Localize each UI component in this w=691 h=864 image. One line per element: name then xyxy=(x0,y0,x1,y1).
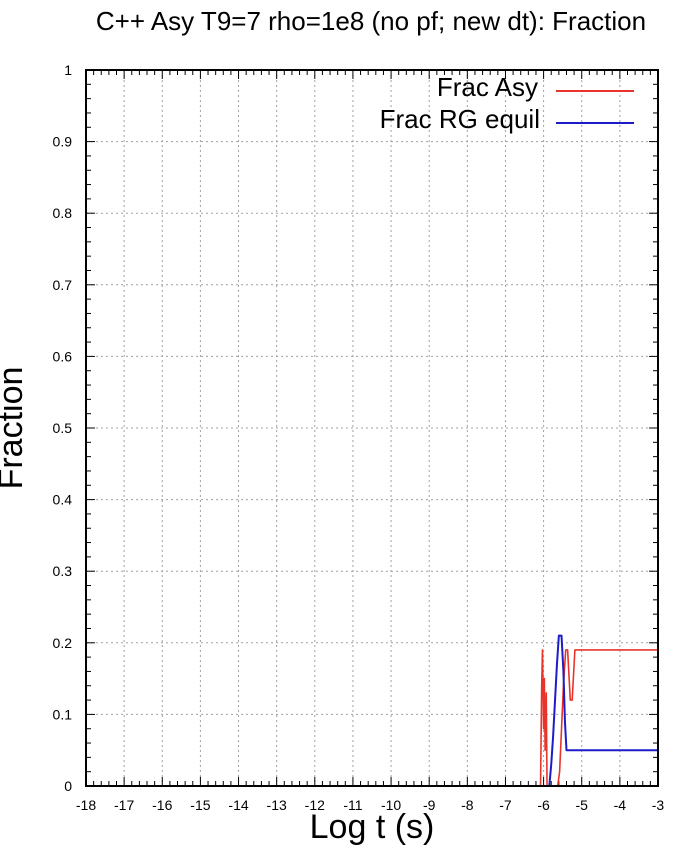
y-tick-label: 0.7 xyxy=(53,277,73,293)
x-tick-label: -8 xyxy=(461,797,474,813)
y-tick-label: 0.9 xyxy=(53,134,73,150)
x-tick-label: -14 xyxy=(228,797,248,813)
x-tick-label: -12 xyxy=(305,797,325,813)
y-tick-label: 0 xyxy=(64,778,72,794)
x-axis-label: Log t (s) xyxy=(310,808,435,846)
y-tick-label: 0.1 xyxy=(53,706,73,722)
x-tick-label: -6 xyxy=(537,797,550,813)
y-tick-label: 0.3 xyxy=(53,563,73,579)
y-tick-label: 0.2 xyxy=(53,635,73,651)
grid-layer xyxy=(85,69,659,787)
series-line-frac-asy xyxy=(539,649,658,787)
y-tick-label: 0.6 xyxy=(53,348,73,364)
plot-frame xyxy=(85,69,659,787)
y-tick-label: 1 xyxy=(64,62,72,78)
x-tick-label: -9 xyxy=(423,797,436,813)
x-tick-label: -16 xyxy=(152,797,172,813)
y-tick-label: 0.5 xyxy=(53,420,73,436)
x-tick-label: -10 xyxy=(381,797,401,813)
y-tick-label: 0.4 xyxy=(53,492,73,508)
x-tick-label: -17 xyxy=(114,797,134,813)
x-tick-label: -3 xyxy=(652,797,665,813)
x-tick-label: -7 xyxy=(499,797,512,813)
legend: Frac Asy Frac RG equil xyxy=(380,72,634,134)
x-tick-label: -13 xyxy=(267,797,287,813)
series-layer xyxy=(539,634,658,787)
x-tick-label: -15 xyxy=(190,797,210,813)
y-tick-label: 0.8 xyxy=(53,205,73,221)
series-line-frac-rg-equil xyxy=(540,634,658,787)
y-axis-label: Fraction xyxy=(0,367,30,490)
chart-title: C++ Asy T9=7 rho=1e8 (no pf; new dt): Fr… xyxy=(96,6,646,36)
legend-label-frac-asy: Frac Asy xyxy=(437,72,538,102)
x-tick-label: -18 xyxy=(76,797,96,813)
x-tick-label: -11 xyxy=(343,797,362,813)
legend-label-frac-rg-equil: Frac RG equil xyxy=(380,104,540,134)
x-tick-label: -5 xyxy=(576,797,589,813)
x-tick-label: -4 xyxy=(614,797,627,813)
